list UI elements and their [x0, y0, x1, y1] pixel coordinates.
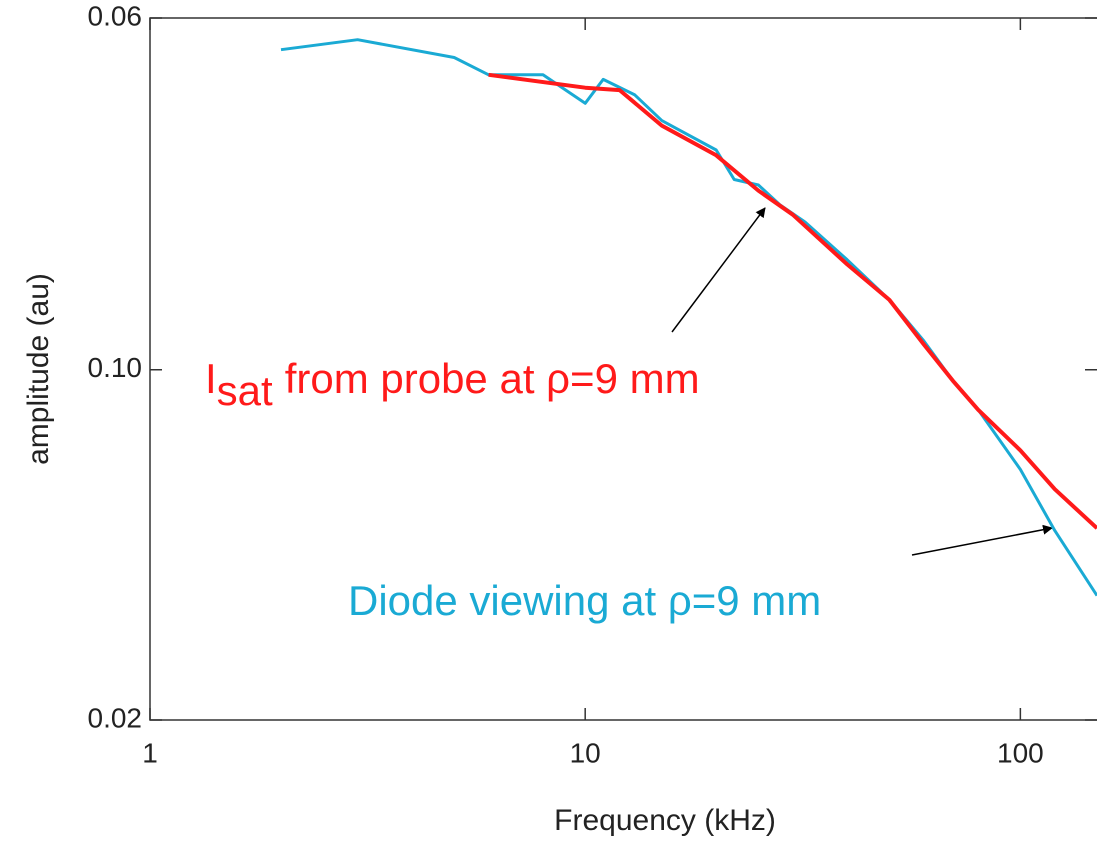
arrow: [911, 524, 1053, 556]
plot-frame: [149, 17, 1097, 721]
x-tick-label: 100: [997, 737, 1044, 768]
data-line: [280, 38, 1097, 597]
x-tick-label: 1: [142, 737, 158, 768]
y-tick-label: 0.10: [88, 352, 143, 383]
annotation: Diode viewing at ρ=9 mm: [348, 577, 821, 624]
y-axis-label: amplitude (au): [22, 273, 55, 465]
y-tick-label: 0.06: [88, 0, 143, 31]
data-line: [488, 72, 1097, 530]
annotation: Isat from probe at ρ=9 mm: [205, 355, 700, 414]
x-tick-label: 10: [570, 737, 601, 768]
x-axis-label: Frequency (kHz): [554, 804, 776, 837]
arrow: [671, 207, 766, 333]
y-tick-label: 0.02: [88, 702, 143, 733]
